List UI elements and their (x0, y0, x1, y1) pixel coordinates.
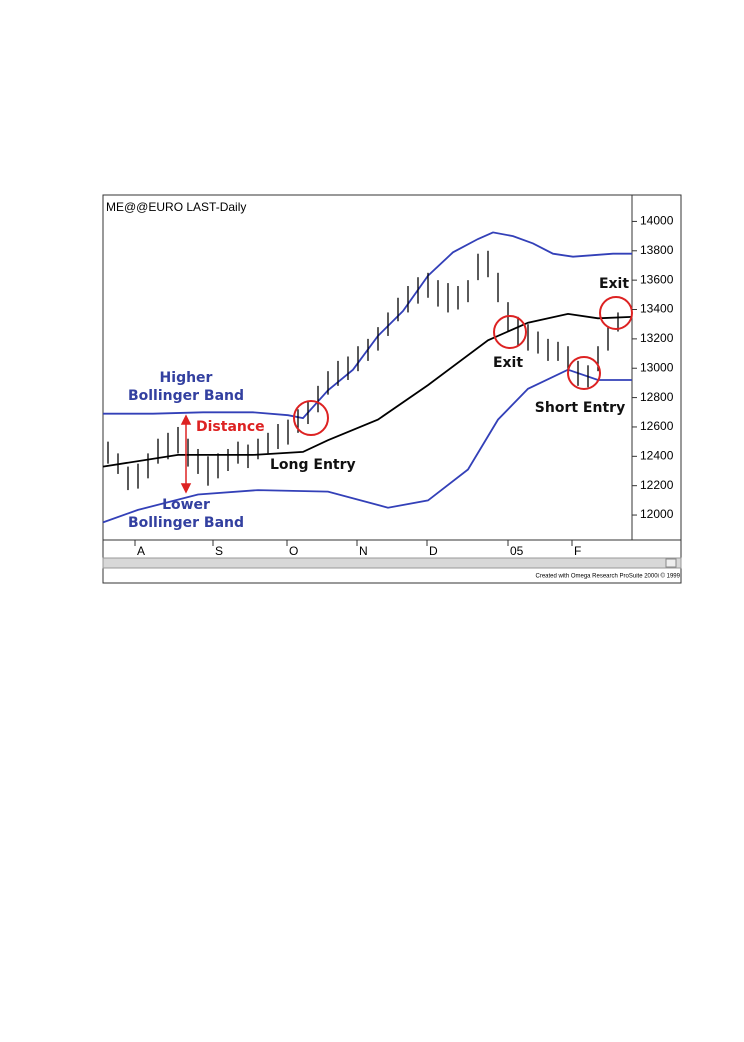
annotation: Bollinger Band (128, 515, 244, 531)
x-tick-label: D (429, 544, 438, 558)
x-tick-label: S (215, 544, 223, 558)
exit-circle (599, 296, 633, 330)
circles (293, 296, 633, 436)
y-tick-label: 14000 (640, 214, 674, 228)
distance-arrow (180, 414, 192, 494)
scroll-thumb (665, 558, 677, 568)
x-tick-label: 05 (510, 544, 524, 558)
annotation: Bollinger Band (128, 388, 244, 404)
y-tick-label: 13200 (640, 331, 674, 345)
y-tick-label: 12000 (640, 507, 674, 521)
y-tick-label: 13400 (640, 302, 674, 316)
annotation: Long Entry (270, 457, 356, 473)
x-tick-label: F (574, 544, 581, 558)
scrollbar (102, 557, 682, 569)
y-tick-label: 13600 (640, 272, 674, 286)
annotation: Lower (162, 497, 210, 513)
y-tick-label: 13800 (640, 243, 674, 257)
chart-title: ME@@EURO LAST-Daily (106, 200, 246, 214)
annotation: Exit (493, 355, 523, 371)
exit-circle (493, 315, 527, 349)
y-tick-label: 12600 (640, 419, 674, 433)
plot (102, 231, 633, 524)
y-tick-label: 12200 (640, 478, 674, 492)
annotation: Distance (196, 419, 265, 435)
annotation: Higher (160, 370, 213, 386)
annotation: Short Entry (535, 400, 625, 416)
entry-circle (567, 356, 601, 390)
arrow-head (180, 483, 192, 494)
footer: Created with Omega Research ProSuite 200… (535, 573, 680, 580)
arrow-head (180, 414, 192, 425)
y-tick-label: 13000 (640, 360, 674, 374)
x-tick-label: A (137, 544, 145, 558)
series-line (102, 312, 633, 468)
x-tick-label: N (359, 544, 368, 558)
x-tick-label: O (289, 544, 298, 558)
y-tick-label: 12800 (640, 390, 674, 404)
annotation: Exit (599, 276, 629, 292)
y-tick-label: 12400 (640, 448, 674, 462)
entry-circle (293, 400, 329, 436)
